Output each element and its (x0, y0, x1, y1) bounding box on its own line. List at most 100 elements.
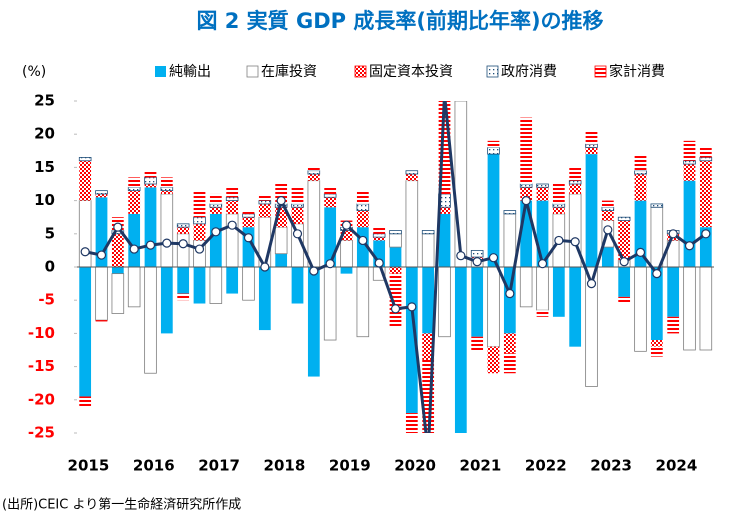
bar-segment (275, 207, 288, 228)
bar-segment (307, 167, 320, 171)
bar-segment (552, 203, 566, 208)
bar-segment (307, 174, 320, 181)
x-tick-label: 2015 (68, 457, 110, 475)
bar-segment (487, 266, 500, 348)
bar-segment (438, 207, 451, 214)
bar-segment (291, 187, 304, 204)
bar-segment (520, 117, 533, 184)
bar-segment (373, 227, 386, 234)
gdp-marker (407, 302, 417, 312)
y-tick-label: -25 (28, 424, 55, 442)
bar-segment (78, 200, 92, 268)
bar-segment (569, 267, 582, 347)
gdp-marker (554, 235, 564, 246)
bar-segment (324, 197, 337, 208)
bar-segment (128, 213, 141, 267)
bar-segment (455, 88, 467, 95)
bar-segment (634, 174, 647, 201)
bar-segment (242, 213, 255, 218)
bar-segment (568, 180, 582, 185)
bar-segment (601, 206, 615, 211)
legend-label: 政府消費 (501, 64, 557, 80)
bar-segment (519, 266, 533, 308)
bar-segment (389, 230, 402, 235)
bar-segment (699, 160, 712, 228)
y-axis-label: (%) (22, 64, 46, 80)
gdp-marker (194, 244, 205, 254)
bar-segment (520, 187, 533, 201)
gdp-marker (619, 257, 629, 267)
x-tick-label: 2016 (133, 457, 175, 475)
bar-segment (519, 183, 533, 188)
bar-segment (487, 147, 500, 155)
bar-segment (422, 267, 435, 334)
x-tick-label: 2023 (590, 457, 632, 475)
bar-segment (225, 196, 239, 201)
bar-segment (536, 200, 549, 267)
bar-segment (667, 267, 680, 317)
legend-label: 固定資本投資 (369, 64, 453, 80)
bar-segment (520, 200, 533, 267)
bar-segment (487, 154, 500, 267)
bar-segment (127, 266, 141, 308)
bar-segment (438, 266, 451, 338)
gdp-marker (441, 90, 449, 98)
bar-segment (487, 346, 500, 374)
bar-segment (209, 203, 223, 208)
bar-segment (275, 253, 288, 267)
bar-segment (650, 203, 664, 208)
chart-title: 図 2 実質 GDP 成長率(前期比年率)の推移 (196, 9, 603, 33)
bar-segment (373, 237, 386, 241)
legend-swatch (246, 65, 259, 78)
gdp-marker (292, 229, 303, 239)
bar-segment (405, 174, 418, 181)
bar-segment (324, 187, 337, 194)
y-tick-label: -15 (28, 357, 55, 375)
gdp-marker (325, 259, 335, 269)
bar-segment (111, 233, 124, 267)
bar-segment (95, 193, 108, 198)
bar-segment (160, 186, 174, 192)
bar-segment (356, 227, 369, 267)
bar-segment (226, 200, 239, 214)
bar-segment (601, 210, 614, 221)
bar-segment (552, 184, 565, 204)
bar-segment (389, 233, 402, 248)
y-tick-label: 5 (45, 224, 55, 242)
bar-segment (503, 353, 516, 374)
gdp-marker (227, 220, 237, 230)
bar-segment (160, 177, 173, 188)
bar-segment (242, 217, 255, 228)
bar-segment (209, 213, 222, 267)
plot-area (77, 81, 714, 433)
bar-segment (372, 233, 386, 238)
bar-segment (487, 140, 500, 148)
bar-segment (79, 267, 92, 397)
gdp-marker (145, 240, 156, 250)
bar-segment (291, 207, 304, 224)
bar-segment (128, 177, 141, 188)
bar-segment (536, 266, 549, 311)
bar-segment (422, 333, 435, 360)
bar-segment (193, 267, 206, 304)
bar-segment (258, 267, 271, 331)
bar-segment (454, 267, 467, 433)
bar-segment (405, 413, 418, 433)
x-tick-label: 2021 (460, 457, 502, 475)
source-note: (出所)CEIC より第一生命経済研究所作成 (2, 497, 241, 513)
bar-segment (699, 227, 712, 267)
x-tick-label: 2020 (394, 457, 436, 475)
gdp-marker (586, 279, 597, 289)
bar-segment (291, 267, 304, 304)
bar-segment (634, 266, 647, 352)
bar-segment (193, 216, 206, 225)
bar-segment (356, 203, 370, 211)
bar-segment (683, 160, 696, 165)
bar-segment (455, 81, 467, 88)
x-tick-label: 2017 (198, 457, 240, 475)
gdp-marker (80, 247, 90, 257)
gdp-marker (472, 257, 482, 267)
bar-segment (95, 266, 108, 321)
y-tick-label: 20 (34, 125, 55, 143)
